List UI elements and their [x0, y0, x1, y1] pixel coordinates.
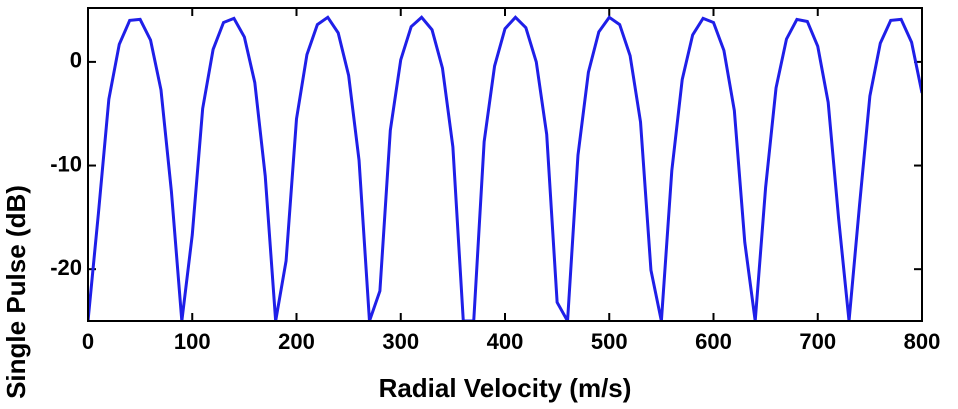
x-tick-label: 800 [904, 329, 941, 354]
x-tick-label: 300 [382, 329, 419, 354]
plot-frame [87, 7, 923, 322]
x-tick-label: 600 [695, 329, 732, 354]
x-tick-label: 100 [174, 329, 211, 354]
x-tick-label: 0 [82, 329, 94, 354]
x-tick-label: 500 [591, 329, 628, 354]
x-tick-label: 200 [278, 329, 315, 354]
y-axis-label: Single Pulse (dB) [1, 185, 31, 399]
x-axis-label: Radial Velocity (m/s) [379, 373, 632, 403]
y-tick-label: -10 [50, 151, 82, 176]
y-tick-label: -20 [50, 255, 82, 280]
y-tick-label: 0 [70, 48, 82, 73]
data-line [88, 15, 922, 321]
x-tick-label: 400 [487, 329, 524, 354]
x-tick-label: 700 [799, 329, 836, 354]
